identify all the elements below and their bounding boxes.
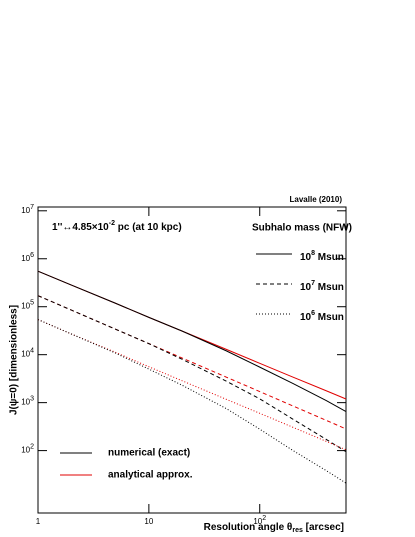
legend-label: 107 Msun (300, 280, 344, 293)
legend-label-part: 10 (300, 312, 312, 323)
legend-label: 108 Msun (300, 250, 344, 263)
annotation: 1''↔4.85×10-2 pc (at 10 kpc) (52, 220, 182, 233)
legend-label: 106 Msun (300, 310, 344, 323)
x-tick-label: 102 (253, 515, 266, 526)
y-tick-label-part: 3 (30, 395, 34, 402)
y-tick-label: 105 (21, 300, 34, 311)
legend-label-part: 10 (300, 282, 312, 293)
y-tick-label-part: 4 (30, 348, 34, 355)
legend-label-part: 8 (311, 250, 315, 257)
y-tick-label-part: 6 (30, 252, 34, 259)
y-tick-label-part: 10 (21, 350, 30, 359)
x-axis-label: Resolution angle θres [arcsec] (204, 522, 344, 534)
x-tick-label-part: 1 (36, 517, 41, 526)
legend-label-part: Msun (315, 252, 344, 263)
x-tick-label: 10 (144, 517, 153, 526)
legend-label-part: 10 (300, 252, 312, 263)
x-axis-label-part: res (292, 527, 303, 534)
credit: Lavalle (2010) (290, 195, 343, 204)
y-tick-label-part: 10 (21, 398, 30, 407)
y-tick-label-part: 2 (30, 443, 34, 450)
x-tick-label: 1 (36, 517, 41, 526)
annotation-part: 1''↔4.85×10 (52, 222, 109, 233)
y-tick-label: 104 (21, 348, 34, 359)
plot-frame (37, 206, 347, 514)
legend-label-part: Msun (315, 282, 344, 293)
y-tick-label-part: 5 (30, 300, 34, 307)
annotation-part: -2 (109, 220, 115, 227)
y-tick-label: 102 (21, 443, 34, 454)
x-tick-label-part: 10 (253, 517, 262, 526)
y-tick-label-part: 10 (21, 254, 30, 263)
legend-label: numerical (exact) (108, 448, 190, 459)
y-tick-label-part: 7 (30, 204, 34, 211)
y-tick-label: 103 (21, 395, 34, 406)
y-tick-label-part: 10 (21, 302, 30, 311)
y-axis-label: J(ψ=0) [dimensionless] (9, 305, 20, 415)
legend-title: Subhalo mass (NFW) (252, 223, 352, 234)
legend-label: analytical approx. (108, 470, 193, 481)
annotation-part: pc (at 10 kpc) (115, 222, 182, 233)
legend-label-part: Msun (315, 312, 344, 323)
x-axis-label-part: Resolution angle θ (204, 522, 293, 533)
y-tick-label-part: 10 (21, 446, 30, 455)
series-line (37, 319, 347, 484)
series-line (37, 270, 347, 413)
legend-label-part: 6 (311, 310, 315, 317)
y-tick-label: 107 (21, 204, 34, 215)
y-tick-label-part: 10 (21, 206, 30, 215)
x-tick-label-part: 2 (262, 515, 266, 522)
y-tick-label: 106 (21, 252, 34, 263)
x-axis-label-part: [arcsec] (303, 522, 344, 533)
series-line (37, 295, 347, 453)
series-line (37, 319, 347, 451)
legend-label-part: 7 (311, 280, 315, 287)
series-line (37, 295, 347, 430)
